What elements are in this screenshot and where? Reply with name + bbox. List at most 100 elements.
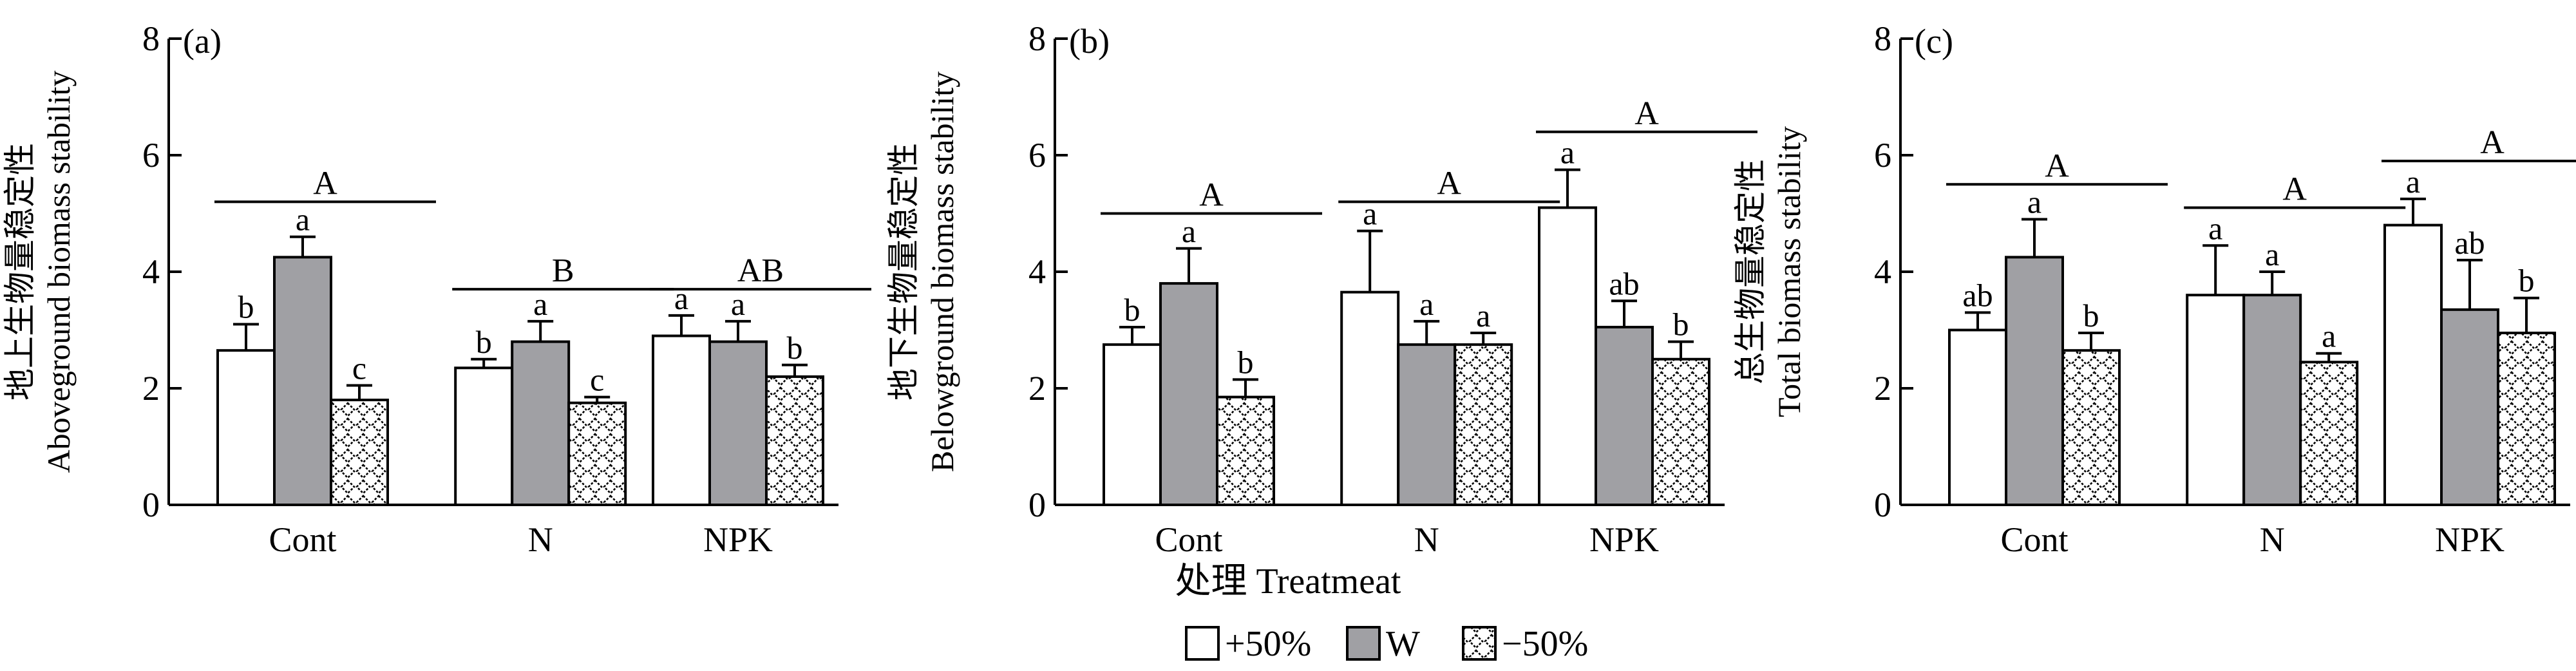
bar (1948, 328, 2007, 506)
significance-letter: a (2265, 236, 2279, 272)
y-tick-label: 2 (142, 369, 160, 408)
y-tick-label: 4 (1028, 252, 1046, 291)
significance-letter: b (2519, 263, 2535, 299)
significance-letter: a (731, 286, 745, 322)
bar (567, 401, 627, 506)
significance-letter: a (2406, 164, 2420, 200)
significance-letter: a (1363, 196, 1377, 232)
significance-letter: b (2083, 298, 2099, 334)
group-significance-letter: A (313, 165, 337, 202)
bar (2299, 361, 2359, 507)
bar (708, 340, 768, 506)
bar (2440, 308, 2499, 506)
bar (652, 334, 711, 506)
significance-letter: b (1124, 292, 1141, 328)
bar (273, 256, 332, 506)
panel-label: (b) (1069, 22, 1110, 61)
panel-label: (a) (183, 22, 222, 61)
y-axis-title-en: Aboveground biomass stability (41, 71, 77, 473)
legend: +50% W −50% (1185, 624, 1588, 664)
significance-letter: a (1419, 286, 1434, 322)
group-significance-letter: A (1437, 165, 1461, 202)
legend-label: W (1386, 624, 1420, 664)
significance-letter: a (2027, 184, 2041, 220)
significance-letter: c (590, 362, 604, 398)
y-tick-label: 0 (1028, 486, 1046, 524)
legend-swatch (1185, 626, 1220, 661)
significance-letter: b (787, 330, 803, 366)
bar (2497, 332, 2556, 507)
significance-letter: ab (1962, 277, 1993, 313)
chart-panel-2: 0 2 4 6 8 地下生物量稳定性 Belowground biomass stabili… (886, 19, 1757, 559)
significance-letter: a (1182, 213, 1196, 249)
x-tick-label: Cont (1155, 520, 1222, 559)
y-tick-label: 4 (1874, 252, 1891, 291)
panel-label: (c) (1915, 22, 1953, 61)
x-tick-label: N (2260, 520, 2285, 559)
x-tick-label: Cont (2000, 520, 2068, 559)
bar (1397, 343, 1457, 506)
significance-letter: c (352, 350, 366, 386)
bar (216, 349, 276, 506)
significance-letter: a (674, 280, 688, 316)
significance-letter: a (1560, 135, 1575, 171)
x-tick-label: NPK (2435, 520, 2505, 559)
significance-letter: a (2208, 210, 2222, 246)
bar (330, 399, 389, 506)
group-significance-letter: A (2282, 171, 2307, 207)
bar (1538, 206, 1597, 506)
y-tick-label: 8 (1028, 19, 1046, 58)
y-tick-label: 8 (1874, 19, 1891, 58)
y-tick-label: 0 (142, 486, 160, 524)
y-axis-title-en: Belowground biomass stability (924, 71, 960, 472)
legend-label: +50% (1225, 624, 1311, 664)
bar (765, 375, 824, 507)
group-significance-letter: A (1634, 95, 1659, 132)
bar (2383, 223, 2443, 506)
y-tick-label: 2 (1028, 369, 1046, 408)
significance-letter: ab (1609, 265, 1639, 301)
significance-letter: b (1673, 307, 1689, 343)
y-axis-title-en: Total biomass stability (1771, 126, 1807, 417)
significance-letter: a (296, 202, 310, 238)
x-tick-label: NPK (1589, 520, 1659, 559)
legend-swatch (1346, 626, 1381, 661)
bar (1159, 282, 1218, 506)
x-tick-label: N (1414, 520, 1439, 559)
bar (2186, 294, 2246, 506)
y-tick-label: 6 (1874, 136, 1891, 175)
significance-letter: b (1238, 344, 1254, 380)
x-tick-label: NPK (703, 520, 773, 559)
bar (1595, 325, 1654, 506)
bar (2242, 294, 2302, 506)
y-tick-label: 8 (142, 19, 160, 58)
x-axis-title: 处理 Treatmeat (1175, 562, 1401, 601)
significance-letter: a (533, 286, 547, 322)
x-tick-label: Cont (269, 520, 336, 559)
group-significance-letter: A (2045, 147, 2069, 184)
bar (511, 340, 571, 506)
y-axis-title-zh: 地上生物量稳定性 (2, 143, 38, 401)
y-tick-label: 4 (142, 252, 160, 291)
bar (1340, 290, 1400, 506)
bar (1454, 343, 1513, 506)
bar (1651, 357, 1710, 506)
legend-label: −50% (1502, 624, 1588, 664)
significance-letter: b (476, 324, 492, 360)
chart-panel-1: 0 2 4 6 8 地上生物量稳定性 Aboveground biomass stabili… (2, 19, 871, 559)
bar (1216, 395, 1275, 507)
y-tick-label: 6 (1028, 136, 1046, 175)
bar (1103, 343, 1162, 506)
bar (454, 366, 514, 507)
significance-letter: a (2322, 318, 2336, 354)
legend-swatch (1462, 626, 1497, 661)
y-tick-label: 0 (1874, 486, 1891, 524)
chart-panel-3: 0 2 4 6 8 总生物量稳定性 Total biomass stability (c) Co… (1732, 19, 2576, 559)
y-tick-label: 2 (1874, 369, 1891, 408)
y-axis-title-zh: 地下生物量稳定性 (886, 143, 922, 401)
bar (2061, 349, 2121, 506)
x-tick-label: N (528, 520, 553, 559)
chart-panels: 0 2 4 6 8 地上生物量稳定性 Aboveground biomass stabili… (2, 19, 2576, 559)
y-tick-label: 6 (142, 136, 160, 175)
